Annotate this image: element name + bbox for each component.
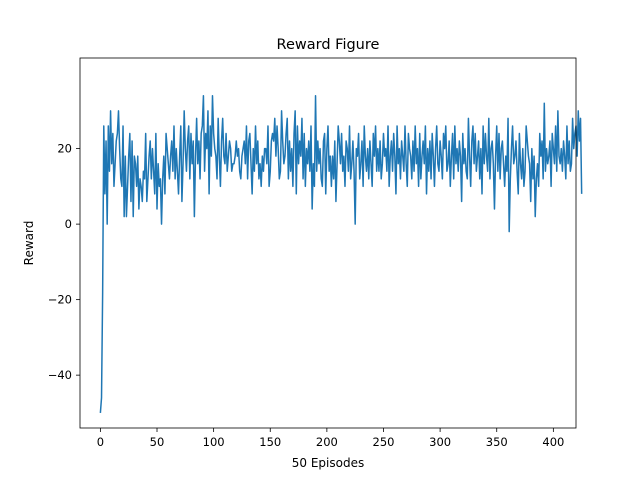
y-tick-label: 20 — [57, 142, 72, 156]
x-axis-ticks: 0 50 100 150 200 250 300 350 400 — [97, 428, 564, 449]
x-tick-label: 400 — [542, 435, 564, 449]
x-tick-label: 300 — [429, 435, 451, 449]
plot-area-background — [80, 58, 576, 428]
y-tick-label: −40 — [48, 368, 72, 382]
x-tick-label: 50 — [150, 435, 165, 449]
x-tick-label: 250 — [373, 435, 395, 449]
x-tick-label: 200 — [316, 435, 338, 449]
x-axis-label: 50 Episodes — [292, 456, 364, 470]
plot-area-frame — [79, 57, 577, 429]
chart-title: Reward Figure — [277, 37, 380, 53]
x-tick-label: 0 — [97, 435, 104, 449]
reward-series-line — [99, 95, 583, 413]
y-tick-label: −20 — [48, 293, 72, 307]
x-tick-label: 100 — [203, 435, 225, 449]
x-tick-label: 350 — [486, 435, 508, 449]
y-axis-ticks: −40 −20 0 20 — [48, 142, 80, 382]
y-tick-label: 0 — [65, 217, 72, 231]
x-tick-label: 150 — [259, 435, 281, 449]
y-axis-label: Reward — [22, 221, 36, 266]
